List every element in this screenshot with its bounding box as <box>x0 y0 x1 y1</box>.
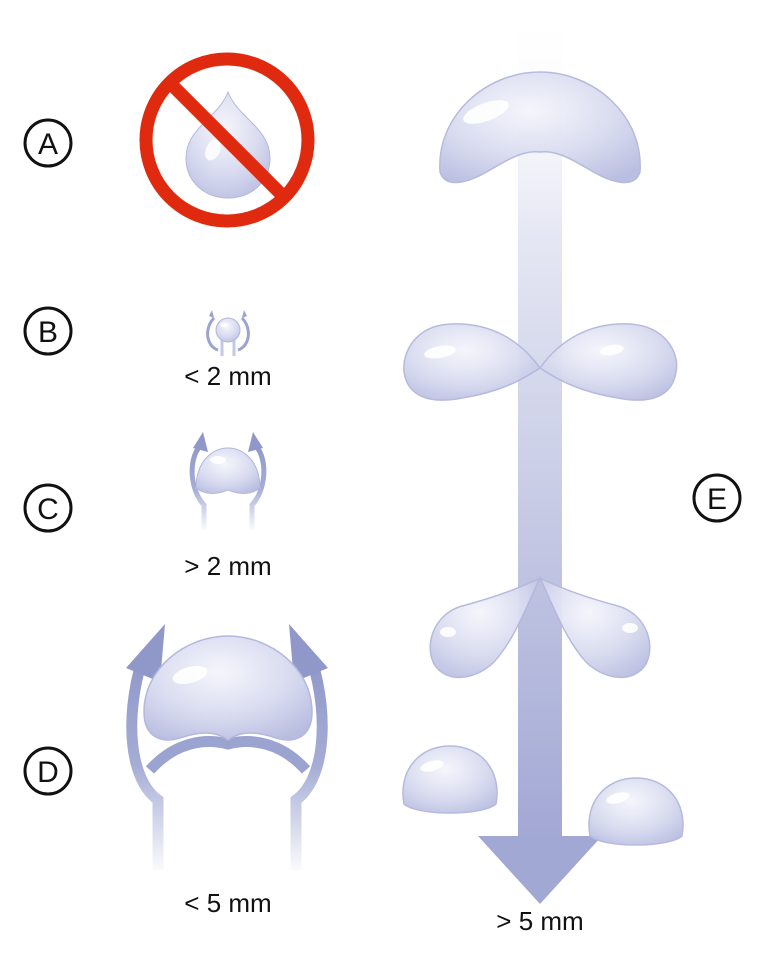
breakup-sequence-icon <box>402 20 684 904</box>
stage-label-c-text: C <box>37 493 59 526</box>
caption-b: < 2 mm <box>184 361 271 391</box>
stage-label-b-text: B <box>38 316 58 349</box>
caption-c: > 2 mm <box>184 551 271 581</box>
stage-label-e-text: E <box>707 483 727 516</box>
flattened-drop-icon <box>189 432 267 532</box>
fall-arrow-head <box>478 836 602 904</box>
stage-label-a: A <box>23 118 73 168</box>
fall-arrow-shaft <box>518 20 562 840</box>
stage-label-b: B <box>23 306 73 356</box>
small-sphere-drop-icon <box>206 310 250 356</box>
stage-label-a-text: A <box>38 128 58 161</box>
caption-e: > 5 mm <box>496 906 583 936</box>
stage-label-e: E <box>692 473 742 523</box>
no-teardrop-icon <box>139 52 315 228</box>
hamburger-drop-icon <box>126 624 328 870</box>
stage-label-d-text: D <box>37 756 59 789</box>
stage-label-c: C <box>23 483 73 533</box>
caption-d: < 5 mm <box>184 888 271 918</box>
stage-label-d: D <box>23 746 73 796</box>
